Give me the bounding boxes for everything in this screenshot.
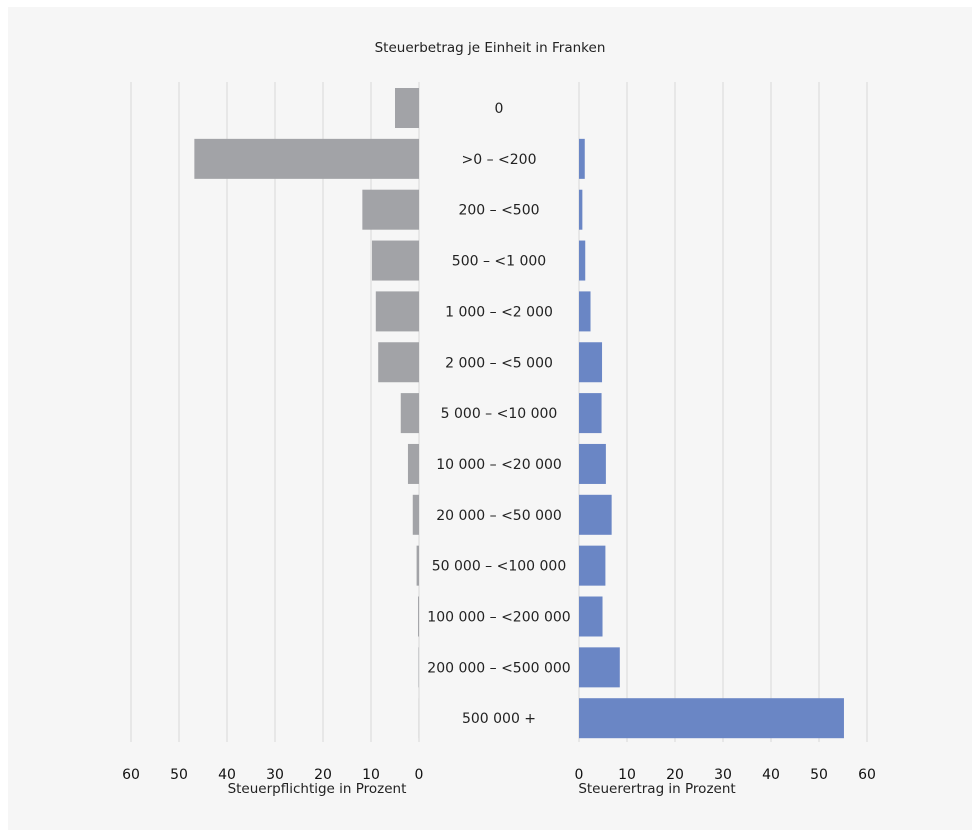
bar-right-9 [579,545,606,586]
bar-right-7 [579,443,606,484]
tick-left-30: 30 [266,767,284,783]
bar-left-6 [400,393,419,434]
category-label-0: 0 [495,101,504,117]
bar-right-3 [579,240,586,281]
bar-right-12 [579,698,844,739]
bar-right-10 [579,596,603,637]
category-label-10: 100 000 – <200 000 [427,610,570,626]
category-label-3: 500 – <1 000 [452,254,546,270]
chart-title: Steuerbetrag je Einheit in Franken [375,40,606,56]
ticks-right: 0 10 20 30 40 50 60 [575,767,876,783]
tick-right-20: 20 [666,767,684,783]
gridlines-right [578,82,868,742]
gridlines-left [130,82,420,742]
category-label-2: 200 – <500 [458,203,539,219]
bar-right-2 [579,189,583,230]
bar-left-10 [418,596,419,637]
tick-left-60: 60 [122,767,140,783]
bar-left-7 [407,443,419,484]
tick-right-30: 30 [714,767,732,783]
bar-left-5 [378,342,419,383]
bar-right-4 [579,291,591,332]
bars-steuerertrag [579,138,844,739]
bar-left-9 [416,545,419,586]
right-axis-label: Steuerertrag in Prozent [578,781,735,797]
category-label-8: 20 000 – <50 000 [436,508,562,524]
category-label-4: 1 000 – <2 000 [445,304,553,320]
bars-steuerpflichtige [194,88,419,739]
category-label-5: 2 000 – <5 000 [445,355,553,371]
tick-right-60: 60 [858,767,876,783]
bar-left-8 [412,494,419,535]
left-axis-label: Steuerpflichtige in Prozent [228,781,407,797]
bar-right-6 [579,393,602,434]
bar-left-0 [395,88,419,128]
category-label-6: 5 000 – <10 000 [441,406,558,422]
tick-left-0: 0 [415,767,424,783]
tick-left-50: 50 [170,767,188,783]
tick-right-40: 40 [762,767,780,783]
tick-left-40: 40 [218,767,236,783]
tick-left-10: 10 [362,767,380,783]
category-label-1: >0 – <200 [462,152,537,168]
chart-panel [8,7,972,830]
bar-right-8 [579,494,612,535]
bar-right-11 [579,647,620,688]
category-label-11: 200 000 – <500 000 [427,660,570,676]
bar-right-5 [579,342,603,383]
bar-left-1 [194,138,419,179]
bar-left-2 [362,189,419,230]
bar-right-1 [579,138,585,179]
category-label-7: 10 000 – <20 000 [436,457,562,473]
category-label-9: 50 000 – <100 000 [432,559,567,575]
tick-right-50: 50 [810,767,828,783]
category-label-12: 500 000 + [462,711,536,727]
tick-right-0: 0 [575,767,584,783]
bar-left-3 [371,240,419,281]
tick-left-20: 20 [314,767,332,783]
ticks-left: 0 10 20 30 40 50 60 [122,767,423,783]
bar-left-4 [375,291,419,332]
tick-right-10: 10 [618,767,636,783]
category-labels: 0 >0 – <200 200 – <500 500 – <1 000 1 000 – … [427,101,570,727]
